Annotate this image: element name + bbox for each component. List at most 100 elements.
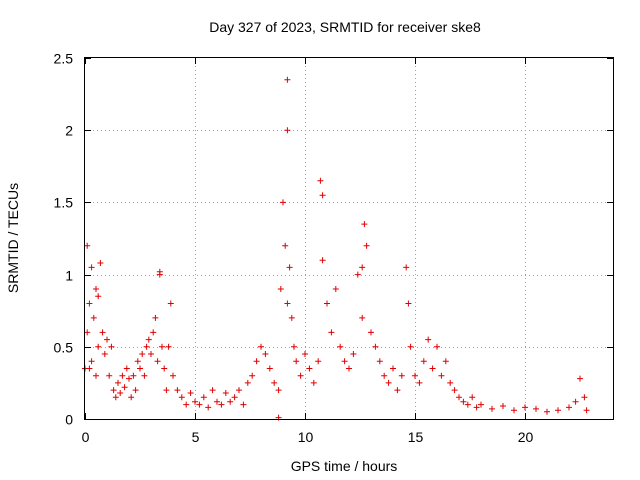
data-point [187, 390, 194, 396]
y-tick-label: 1.5 [54, 195, 74, 211]
data-point [130, 372, 137, 379]
axis-ticks [85, 58, 613, 420]
data-point [121, 384, 128, 391]
data-point [306, 365, 313, 372]
data-point [90, 314, 97, 321]
data-point [420, 358, 427, 365]
data-point [141, 372, 148, 379]
y-tick-labels: 0 0.5 1 1.5 2 2.5 [54, 51, 74, 428]
x-tick-label: 0 [82, 429, 90, 445]
data-point [262, 351, 269, 357]
data-point [390, 365, 396, 372]
data-point [416, 379, 423, 386]
data-point [434, 343, 440, 350]
data-point [249, 372, 256, 379]
data-point [209, 387, 216, 394]
data-point [110, 387, 117, 394]
data-point [297, 372, 304, 379]
y-axis-label: SRMTID / TECUs [5, 183, 21, 293]
data-point [84, 242, 91, 249]
data-point [478, 401, 484, 408]
data-point [244, 379, 251, 386]
data-point [319, 192, 326, 199]
data-point [500, 403, 506, 409]
data-point [139, 351, 146, 357]
data-point [284, 127, 291, 134]
data-point [405, 300, 412, 307]
data-point [178, 394, 185, 401]
data-point [200, 394, 207, 401]
data-point [438, 372, 445, 379]
data-point [156, 268, 163, 275]
data-point [460, 398, 467, 405]
data-point [293, 358, 300, 365]
y-tick-label: 1 [65, 268, 73, 284]
data-point [328, 329, 335, 336]
data-point [258, 343, 264, 350]
data-point [346, 365, 352, 372]
data-point [359, 264, 366, 271]
data-point [451, 387, 458, 394]
data-point [533, 405, 539, 412]
data-point [288, 314, 295, 321]
data-point [403, 264, 410, 271]
data-point [163, 387, 170, 394]
data-point [170, 372, 176, 379]
data-point [115, 379, 121, 386]
data-point [425, 336, 432, 343]
y-tick-label: 0.5 [54, 340, 74, 356]
data-point [253, 358, 260, 365]
data-point [137, 365, 143, 372]
data-point [319, 257, 326, 264]
y-tick-label: 2.5 [54, 51, 74, 67]
data-point [145, 336, 152, 343]
data-point [407, 343, 414, 350]
data-point [291, 343, 297, 350]
data-point [218, 401, 225, 408]
data-point [86, 300, 93, 307]
data-point [152, 314, 159, 321]
data-point [88, 264, 95, 271]
data-point [284, 300, 291, 307]
data-point [361, 221, 368, 228]
data-point [473, 404, 480, 411]
data-point [332, 286, 339, 292]
data-point [95, 293, 102, 300]
data-point [286, 264, 293, 271]
chart-title: Day 327 of 2023, SRMTID for receiver ske… [209, 19, 481, 35]
data-point [511, 407, 517, 414]
grid [85, 58, 613, 419]
data-point [132, 387, 139, 394]
plot-frame [84, 57, 614, 420]
data-point [354, 271, 361, 278]
data-point [464, 401, 471, 408]
data-point [161, 365, 168, 372]
data-point [394, 387, 401, 394]
data-point [566, 404, 572, 411]
data-point [86, 365, 93, 372]
data-point [236, 387, 242, 394]
data-point [106, 372, 113, 379]
data-point [302, 351, 308, 357]
data-point [93, 372, 99, 379]
data-point [522, 404, 528, 411]
data-point [123, 365, 130, 372]
data-point [154, 358, 161, 365]
data-point [84, 329, 91, 336]
data-point [381, 372, 388, 379]
data-point [112, 394, 119, 401]
data-point [284, 76, 291, 83]
data-point [337, 343, 344, 350]
data-point [183, 401, 190, 408]
data-point [159, 343, 165, 350]
data-point [368, 329, 374, 336]
data-point [310, 379, 317, 386]
data-point [167, 300, 174, 307]
data-point [134, 358, 141, 365]
data-point [192, 398, 198, 405]
data-point [143, 343, 150, 350]
data-point [324, 300, 330, 307]
data-point [214, 398, 220, 405]
data-point [398, 372, 405, 379]
data-point [196, 401, 203, 408]
